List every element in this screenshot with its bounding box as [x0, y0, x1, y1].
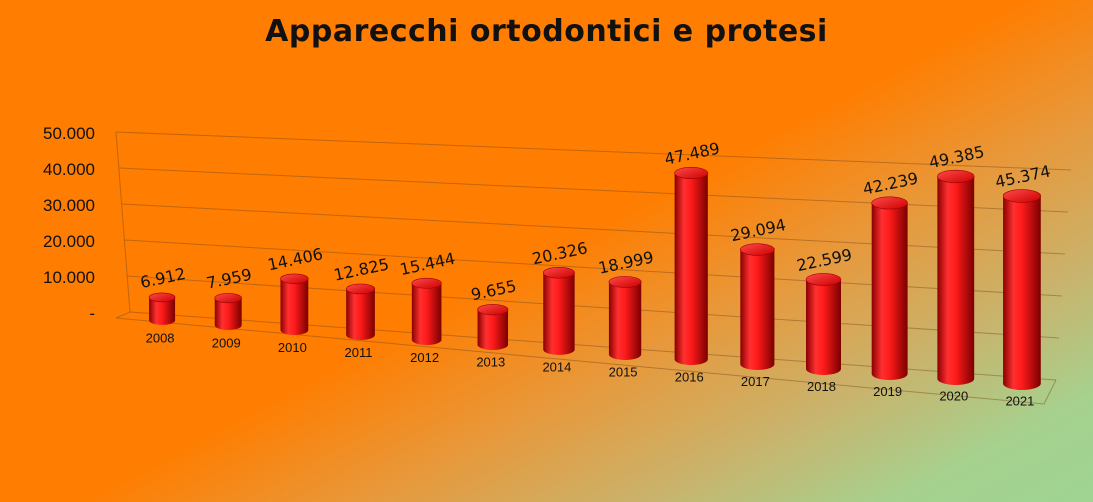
gridline — [118, 167, 1069, 213]
x-tick-label: 2013 — [476, 355, 505, 370]
x-axis: 2008 2009 2010 2011 2012 2013 2014 2015 2016 2017… — [146, 330, 1035, 408]
x-tick-label: 2017 — [741, 374, 770, 389]
bar-2020 — [937, 169, 975, 386]
data-label: 7.959 — [205, 265, 254, 293]
x-tick-label: 2012 — [410, 350, 439, 365]
x-tick-label: 2010 — [278, 340, 307, 355]
gridline — [129, 311, 1057, 381]
y-tick-label: 10.000 — [43, 268, 95, 287]
data-label: 6.912 — [139, 264, 188, 292]
data-label: 29.094 — [729, 215, 788, 245]
bar-2012 — [411, 277, 442, 345]
x-tick-label: 2011 — [345, 345, 373, 360]
y-axis: - 10.000 20.000 30.000 40.000 50.000 — [43, 124, 95, 323]
bars — [148, 167, 1042, 391]
x-tick-label: 2019 — [873, 384, 902, 399]
data-label: 42.239 — [861, 168, 920, 198]
y-tick-label: 40.000 — [43, 160, 95, 179]
bar-2008 — [148, 292, 176, 325]
gridline — [127, 275, 1060, 339]
data-label: 45.374 — [993, 161, 1052, 191]
x-tick-label: 2015 — [609, 364, 638, 379]
floor-edge — [115, 311, 1057, 405]
gridline — [115, 131, 1072, 171]
bar-2021 — [1002, 189, 1042, 391]
data-label: 15.444 — [398, 249, 457, 279]
data-label: 20.326 — [530, 238, 589, 268]
gridline — [121, 203, 1066, 255]
gridline — [124, 239, 1063, 297]
x-tick-label: 2016 — [675, 369, 704, 384]
x-tick-label: 2021 — [1005, 394, 1034, 409]
data-label: 49.385 — [927, 142, 986, 172]
bar-2013 — [477, 304, 509, 350]
data-label: 12.825 — [332, 254, 391, 284]
bar-2010 — [280, 273, 309, 335]
y-tick-label: - — [89, 304, 95, 323]
bar-2014 — [542, 267, 575, 355]
bar-2016 — [674, 167, 709, 365]
bar-2011 — [345, 283, 376, 340]
grid-layer — [115, 131, 1072, 405]
x-tick-label: 2008 — [146, 330, 175, 345]
data-label: 18.999 — [597, 247, 656, 277]
y-tick-label: 20.000 — [43, 232, 95, 251]
bar-2018 — [805, 273, 842, 375]
x-tick-label: 2020 — [939, 389, 968, 404]
x-tick-label: 2009 — [212, 335, 241, 350]
data-label: 22.599 — [795, 245, 854, 275]
bar-2017 — [740, 243, 775, 370]
bar-2019 — [871, 196, 908, 381]
axis-wall-edge — [115, 131, 131, 313]
y-tick-label: 50.000 — [43, 124, 95, 143]
chart-title: Apparecchi ortodontici e protesi — [265, 14, 828, 49]
x-tick-label: 2018 — [807, 379, 836, 394]
x-tick-label: 2014 — [542, 360, 571, 375]
data-label: 47.489 — [663, 139, 722, 169]
bar-2015 — [608, 276, 642, 360]
bar-2009 — [214, 293, 242, 330]
y-tick-label: 30.000 — [43, 196, 95, 215]
